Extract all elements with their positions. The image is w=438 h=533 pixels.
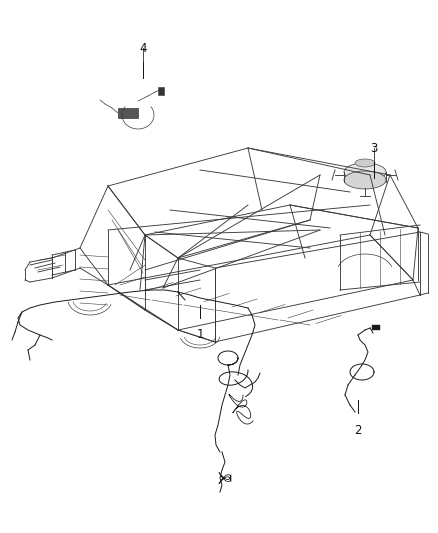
Ellipse shape (355, 159, 375, 167)
Text: 2: 2 (354, 424, 362, 437)
Text: 3: 3 (370, 141, 378, 155)
Text: 1: 1 (196, 328, 204, 342)
Text: 4: 4 (139, 42, 147, 54)
Bar (158, 87, 164, 95)
Ellipse shape (344, 171, 386, 189)
Bar (372, 325, 380, 330)
Bar (118, 108, 138, 118)
Ellipse shape (344, 163, 386, 181)
